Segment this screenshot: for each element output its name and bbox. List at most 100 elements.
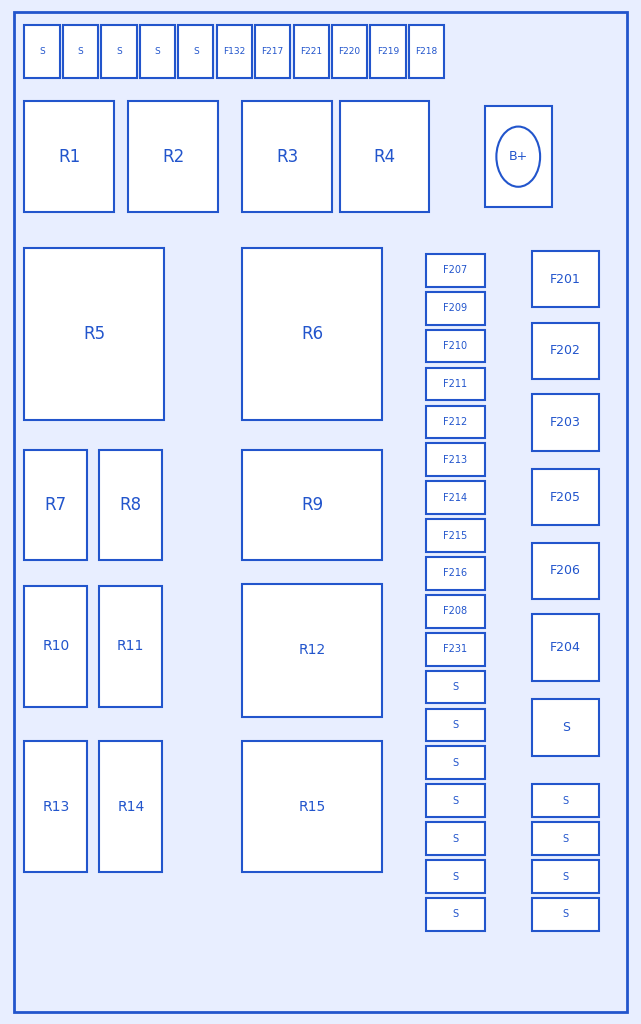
Text: S: S bbox=[452, 758, 458, 768]
Text: R11: R11 bbox=[117, 639, 144, 653]
Bar bbox=[426, 671, 485, 703]
Text: S: S bbox=[154, 47, 160, 55]
Text: S: S bbox=[563, 834, 569, 844]
Bar bbox=[485, 106, 552, 207]
Text: R5: R5 bbox=[83, 325, 105, 343]
Text: S: S bbox=[452, 796, 458, 806]
Bar bbox=[242, 741, 382, 872]
Bar bbox=[409, 25, 444, 78]
Bar bbox=[140, 25, 175, 78]
Bar bbox=[63, 25, 98, 78]
Text: R3: R3 bbox=[276, 147, 298, 166]
Bar bbox=[242, 584, 382, 717]
Bar bbox=[532, 543, 599, 599]
Bar bbox=[426, 822, 485, 855]
Bar bbox=[532, 898, 599, 931]
Text: F212: F212 bbox=[443, 417, 467, 427]
Text: R14: R14 bbox=[117, 800, 144, 814]
Text: S: S bbox=[452, 720, 458, 730]
Bar bbox=[532, 614, 599, 681]
Text: R2: R2 bbox=[162, 147, 184, 166]
Text: F207: F207 bbox=[443, 265, 467, 275]
Text: R13: R13 bbox=[42, 800, 69, 814]
Bar bbox=[128, 101, 218, 212]
Text: R8: R8 bbox=[120, 496, 142, 514]
Bar bbox=[426, 368, 485, 400]
Bar bbox=[426, 860, 485, 893]
Text: F220: F220 bbox=[338, 47, 361, 55]
Bar bbox=[340, 101, 429, 212]
Text: B+: B+ bbox=[508, 151, 528, 163]
Text: F217: F217 bbox=[262, 47, 284, 55]
Text: F204: F204 bbox=[550, 641, 581, 654]
Text: R4: R4 bbox=[374, 147, 395, 166]
Bar bbox=[242, 450, 382, 560]
Text: F206: F206 bbox=[550, 564, 581, 578]
Bar bbox=[242, 248, 382, 420]
Text: F216: F216 bbox=[443, 568, 467, 579]
Bar bbox=[99, 586, 162, 707]
Text: F208: F208 bbox=[443, 606, 467, 616]
Text: S: S bbox=[452, 871, 458, 882]
Bar bbox=[426, 898, 485, 931]
Text: F210: F210 bbox=[443, 341, 467, 351]
Bar bbox=[426, 784, 485, 817]
Text: S: S bbox=[193, 47, 199, 55]
Text: F221: F221 bbox=[300, 47, 322, 55]
Bar bbox=[255, 25, 290, 78]
Text: S: S bbox=[452, 909, 458, 920]
Text: F202: F202 bbox=[550, 344, 581, 357]
Bar bbox=[24, 25, 60, 78]
Text: F214: F214 bbox=[443, 493, 467, 503]
Text: R9: R9 bbox=[301, 496, 323, 514]
Text: R7: R7 bbox=[45, 496, 67, 514]
Bar bbox=[532, 394, 599, 451]
Text: S: S bbox=[563, 909, 569, 920]
Text: R1: R1 bbox=[58, 147, 80, 166]
Bar bbox=[178, 25, 213, 78]
Bar bbox=[294, 25, 329, 78]
Text: F215: F215 bbox=[443, 530, 467, 541]
Bar bbox=[532, 822, 599, 855]
Bar bbox=[532, 699, 599, 756]
Bar bbox=[426, 443, 485, 476]
Text: F209: F209 bbox=[443, 303, 467, 313]
Text: S: S bbox=[562, 721, 570, 734]
Bar bbox=[242, 101, 332, 212]
Bar bbox=[426, 709, 485, 741]
Text: R6: R6 bbox=[301, 325, 323, 343]
Bar bbox=[532, 784, 599, 817]
Bar bbox=[532, 469, 599, 525]
Bar bbox=[532, 323, 599, 379]
Bar bbox=[24, 248, 164, 420]
Text: F213: F213 bbox=[443, 455, 467, 465]
Text: R10: R10 bbox=[42, 639, 69, 653]
Text: S: S bbox=[39, 47, 45, 55]
Bar bbox=[426, 519, 485, 552]
Bar bbox=[426, 330, 485, 362]
Bar bbox=[24, 101, 114, 212]
Bar bbox=[101, 25, 137, 78]
Text: S: S bbox=[563, 796, 569, 806]
Bar bbox=[370, 25, 406, 78]
Bar bbox=[426, 746, 485, 779]
Text: R15: R15 bbox=[299, 800, 326, 814]
Text: F231: F231 bbox=[443, 644, 467, 654]
Bar bbox=[532, 860, 599, 893]
Text: S: S bbox=[116, 47, 122, 55]
Text: S: S bbox=[78, 47, 83, 55]
Bar bbox=[426, 633, 485, 666]
Text: F205: F205 bbox=[550, 490, 581, 504]
Bar bbox=[426, 481, 485, 514]
Text: F132: F132 bbox=[223, 47, 246, 55]
Text: S: S bbox=[563, 871, 569, 882]
Text: F218: F218 bbox=[415, 47, 438, 55]
Bar bbox=[532, 251, 599, 307]
Bar bbox=[426, 595, 485, 628]
Text: F201: F201 bbox=[550, 272, 581, 286]
Bar bbox=[332, 25, 367, 78]
Bar bbox=[426, 292, 485, 325]
Bar bbox=[426, 406, 485, 438]
Text: S: S bbox=[452, 682, 458, 692]
Text: R12: R12 bbox=[299, 643, 326, 657]
